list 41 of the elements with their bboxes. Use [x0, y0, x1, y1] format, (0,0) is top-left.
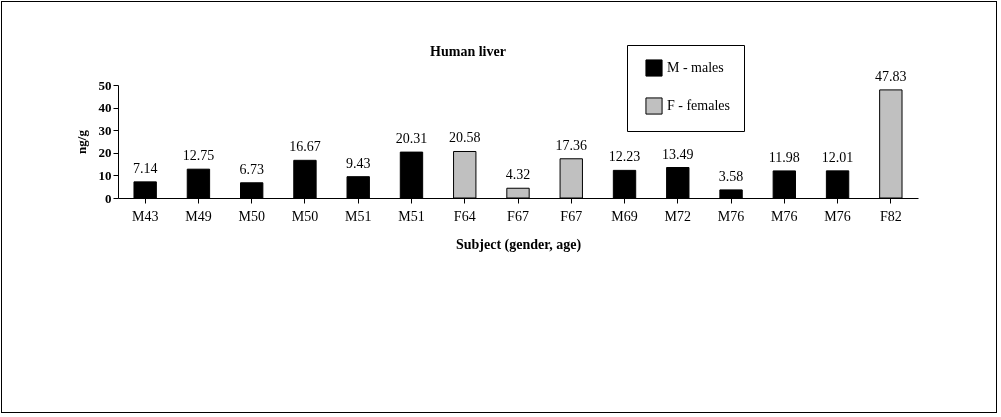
- y-tick-label: 30: [98, 122, 112, 138]
- data-label: 17.36: [555, 137, 588, 153]
- x-axis-title: Subject (gender, age): [455, 236, 582, 253]
- data-label: 13.49: [662, 146, 694, 162]
- x-tick-label: M72: [664, 208, 692, 224]
- data-label: 7.14: [132, 160, 158, 176]
- x-tick-label: M76: [771, 208, 798, 224]
- x-tick-label: M76: [717, 208, 745, 224]
- x-tick-label: F82: [879, 208, 902, 224]
- data-label: 16.67: [289, 139, 321, 155]
- y-tick-label: 50: [98, 77, 112, 93]
- x-tick-label: M76: [824, 208, 851, 224]
- data-label: 20.58: [448, 130, 481, 146]
- data-label: 9.43: [345, 155, 371, 171]
- legend-label: M - males: [667, 60, 724, 75]
- x-tick-label: F67: [507, 208, 529, 224]
- x-tick-label: M50: [238, 208, 265, 224]
- x-tick-label: M51: [398, 208, 425, 224]
- y-tick-label: 40: [98, 100, 112, 116]
- y-tick-label: 10: [98, 167, 112, 183]
- y-axis-title: ng/g: [73, 129, 89, 154]
- x-tick-label: M49: [185, 208, 212, 224]
- x-tick-label: F64: [453, 208, 476, 224]
- y-tick-label: 0: [105, 190, 112, 206]
- data-label: 20.31: [395, 131, 428, 147]
- data-label: 47.83: [875, 68, 907, 84]
- x-tick-label: F67: [560, 208, 583, 224]
- y-tick-label: 20: [98, 145, 112, 161]
- chart-title: Human liver: [430, 43, 506, 59]
- x-tick-label: M51: [344, 208, 372, 224]
- data-label: 12.23: [608, 149, 641, 165]
- data-label: 12.75: [182, 148, 215, 164]
- data-label: 6.73: [239, 161, 264, 177]
- x-tick-label: M50: [291, 208, 319, 224]
- data-label: 12.01: [821, 149, 854, 165]
- x-tick-label: M69: [611, 208, 638, 224]
- data-label: 3.58: [718, 168, 744, 184]
- x-tick-label: M43: [131, 208, 159, 224]
- legend-label: F - females: [667, 98, 730, 113]
- data-label: 4.32: [505, 167, 531, 183]
- data-label: 11.98: [768, 149, 800, 165]
